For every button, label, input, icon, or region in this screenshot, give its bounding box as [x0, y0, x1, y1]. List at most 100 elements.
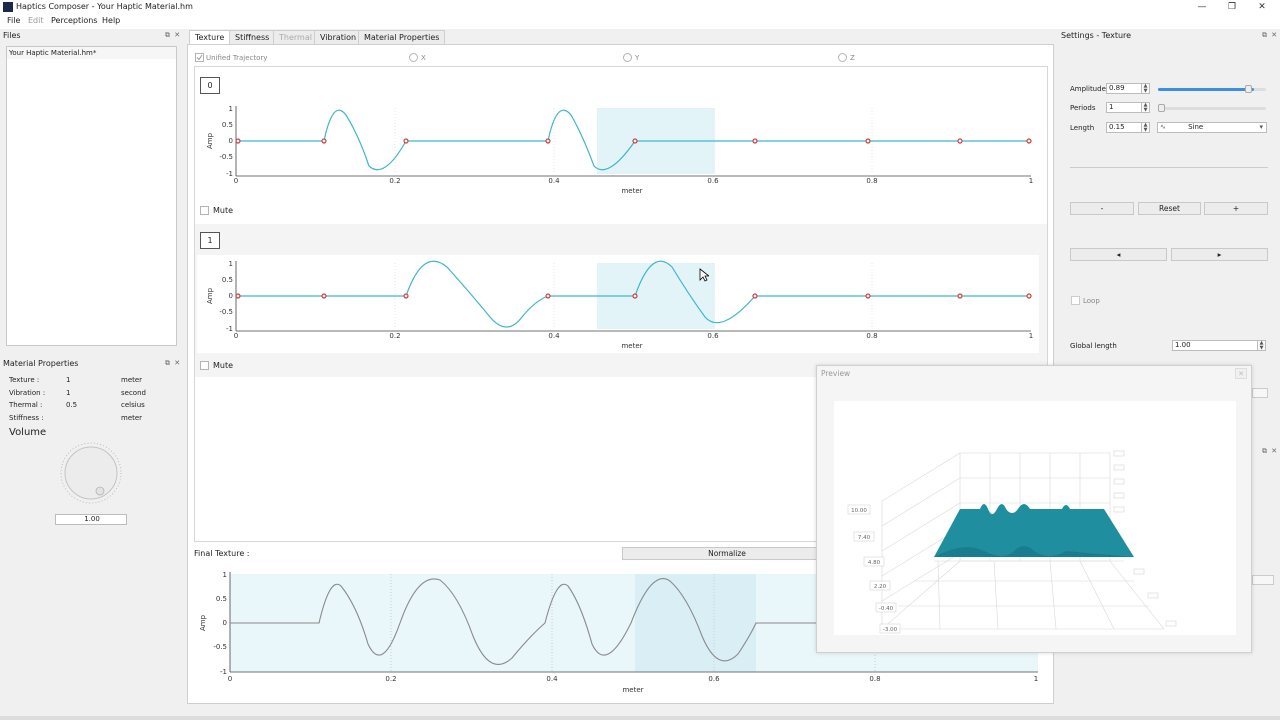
prop-value-thermal: 0.5: [66, 401, 78, 409]
y-tick: 0.5: [222, 121, 233, 129]
x-tick: 1: [1029, 332, 1033, 340]
x-tick: 0.4: [548, 332, 560, 340]
previous-button[interactable]: ◂: [1070, 248, 1167, 261]
trajectory-1-plot[interactable]: 1 0.5 0 -0.5 -1 0 0.2 0.4 0.6 0.8 1 mete…: [197, 255, 1039, 353]
volume-knob[interactable]: [56, 441, 126, 505]
mute-0-label: Mute: [213, 206, 234, 215]
title-bar: [0, 0, 1280, 15]
z-axis-labels: 10.00 7.40 4.80 2.20 -0.40 -3.00: [847, 504, 901, 634]
maximize-button[interactable]: ❐: [1227, 2, 1237, 12]
tab-stiffness[interactable]: Stiffness: [229, 30, 276, 44]
mute-1-checkbox[interactable]: [200, 361, 209, 370]
global-length-spin-arrows[interactable]: ▲ ▼: [1258, 340, 1266, 351]
reset-button[interactable]: Reset: [1138, 202, 1201, 215]
settings-dock-buttons[interactable]: ⧉ ✕: [1262, 31, 1279, 39]
x-tick-labels: 0 0.2 0.4 0.6 0.8 1: [234, 177, 1033, 185]
trajectory-0-index[interactable]: 0: [200, 77, 220, 94]
trajectory-0-plot[interactable]: 1 0.5 0 -0.5 -1 0 0.2 0.4 0.6 0.8 1 mete…: [197, 100, 1039, 198]
x-tick: 0.2: [389, 332, 400, 340]
y-tick: -0.5: [213, 643, 227, 651]
tab-vibration[interactable]: Vibration: [314, 30, 363, 44]
waveform-dropdown[interactable]: ∿ Sine ▾: [1157, 122, 1267, 133]
axis-z-radio[interactable]: [838, 53, 847, 62]
menu-perceptions[interactable]: Perceptions: [51, 16, 98, 25]
prop-unit-vibration: second: [121, 389, 146, 397]
tab-texture[interactable]: Texture: [189, 30, 231, 44]
prop-unit-thermal: celsius: [121, 401, 145, 409]
periods-slider-handle[interactable]: [1158, 104, 1165, 112]
x-tick: 1: [1029, 177, 1033, 185]
periods-slider[interactable]: [1158, 107, 1266, 110]
y-axis-title: Amp: [206, 287, 214, 304]
y-tick: -0.5: [219, 308, 233, 316]
x-axis-title: meter: [621, 342, 642, 350]
mute-0-checkbox[interactable]: [200, 206, 209, 215]
normalize-button[interactable]: Normalize: [622, 547, 832, 560]
x-tick: 0.4: [548, 177, 560, 185]
periods-label: Periods: [1070, 104, 1096, 112]
preview-title: Preview: [821, 369, 851, 378]
x-tick: 0.8: [866, 177, 877, 185]
volume-value-field[interactable]: 1.00: [55, 514, 127, 525]
preview-window[interactable]: Preview ✕ 10.00 7.40 4.80 2.20: [816, 365, 1252, 653]
amplitude-spin-arrows[interactable]: ▲ ▼: [1142, 83, 1150, 94]
menu-file[interactable]: File: [7, 16, 21, 25]
amplitude-slider-handle[interactable]: [1245, 85, 1252, 93]
waveform-value: Sine: [1188, 123, 1204, 131]
app-icon: [3, 2, 13, 12]
x-tick: 0.4: [546, 675, 558, 683]
unified-trajectory-checkbox[interactable]: [195, 53, 204, 62]
x-tick: 0.6: [708, 675, 720, 683]
x-tick-labels: 0 0.2 0.4 0.6 0.8 1: [234, 332, 1033, 340]
trajectory-1-index[interactable]: 1: [200, 232, 220, 249]
prop-name-stiffness: Stiffness :: [9, 414, 44, 422]
surface-3d: [934, 504, 1134, 557]
axis-y-label: Y: [635, 54, 640, 62]
mouse-cursor-icon: [699, 268, 709, 282]
amplitude-spinbox[interactable]: 0.89: [1106, 83, 1142, 94]
control-points[interactable]: [235, 293, 1032, 299]
preview-close-button[interactable]: ✕: [1235, 368, 1247, 379]
axis-x-radio[interactable]: [409, 53, 418, 62]
menu-edit[interactable]: Edit: [28, 16, 44, 25]
prop-name-vibration: Vibration :: [9, 389, 46, 397]
close-button[interactable]: ✕: [1258, 2, 1266, 12]
loop-checkbox[interactable]: [1071, 296, 1080, 305]
amplitude-slider[interactable]: [1158, 88, 1266, 91]
axis-z-label: Z: [850, 54, 855, 62]
files-dock-buttons[interactable]: ⧉ ✕: [165, 31, 182, 39]
hidden-panel-control[interactable]: [1252, 388, 1268, 398]
tab-material-properties[interactable]: Material Properties: [358, 30, 446, 44]
axis-y-radio[interactable]: [623, 53, 632, 62]
preview-3d-plot[interactable]: 10.00 7.40 4.80 2.20 -0.40 -3.00: [834, 401, 1236, 635]
settings-panel-title: Settings - Texture: [1061, 31, 1132, 40]
file-item[interactable]: Your Haptic Material.hm*: [7, 47, 176, 59]
x-tick: 0.8: [869, 675, 880, 683]
x-tick: 0: [234, 177, 238, 185]
minus-button[interactable]: -: [1070, 202, 1134, 215]
menu-help[interactable]: Help: [102, 16, 121, 25]
length-spin-arrows[interactable]: ▲ ▼: [1142, 122, 1150, 133]
minimize-button[interactable]: —: [1197, 2, 1207, 12]
tab-thermal[interactable]: Thermal: [273, 30, 318, 44]
hidden-panel-control[interactable]: [1252, 575, 1274, 585]
x-tick: 0.8: [866, 332, 877, 340]
amplitude-slider-fill: [1158, 88, 1255, 91]
z-tick: 7.40: [858, 535, 871, 541]
x-tick: 0.2: [389, 177, 400, 185]
plus-button[interactable]: +: [1204, 202, 1268, 215]
x-axis-title: meter: [622, 686, 643, 694]
waveform-line: [236, 260, 1031, 328]
periods-spinbox[interactable]: 1: [1106, 102, 1142, 113]
divider: [1070, 167, 1268, 168]
periods-spin-arrows[interactable]: ▲ ▼: [1142, 102, 1150, 113]
secondary-dock-buttons[interactable]: ⧉ ✕: [1262, 447, 1279, 455]
length-spinbox[interactable]: 0.15: [1106, 122, 1142, 133]
x-tick: 0.6: [707, 177, 719, 185]
files-list[interactable]: Your Haptic Material.hm*: [6, 46, 177, 346]
next-button[interactable]: ▸: [1171, 248, 1268, 261]
y-tick-labels: 1 0.5 0 -0.5 -1: [219, 260, 233, 333]
control-points[interactable]: [235, 138, 1032, 144]
global-length-spinbox[interactable]: 1.00: [1172, 340, 1258, 351]
material-dock-buttons[interactable]: ⧉ ✕: [165, 359, 182, 367]
